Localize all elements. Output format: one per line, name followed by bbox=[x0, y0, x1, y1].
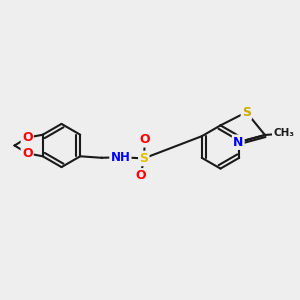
Text: O: O bbox=[140, 133, 150, 146]
Text: S: S bbox=[242, 106, 251, 119]
Text: CH₃: CH₃ bbox=[273, 128, 294, 139]
Text: O: O bbox=[22, 147, 32, 160]
Text: O: O bbox=[136, 169, 146, 182]
Text: NH: NH bbox=[110, 151, 130, 164]
Text: O: O bbox=[22, 131, 32, 144]
Text: S: S bbox=[139, 152, 148, 165]
Text: N: N bbox=[233, 136, 243, 149]
